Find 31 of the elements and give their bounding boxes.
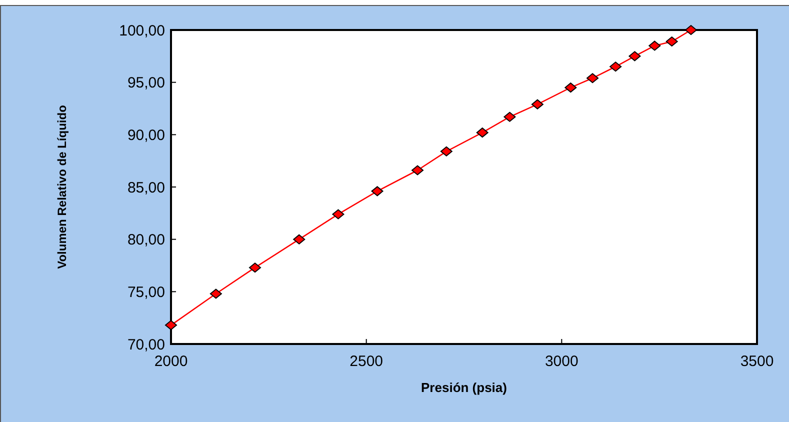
- point: [684, 25, 697, 35]
- point: [371, 186, 384, 196]
- point: [628, 51, 641, 62]
- x-tick-label: 2500: [350, 353, 384, 370]
- point: [248, 262, 261, 273]
- point: [293, 234, 306, 244]
- y-tick-label: 95,00: [127, 74, 165, 92]
- x-tick-label: 3500: [740, 353, 774, 370]
- y-tick-label: 100,00: [119, 22, 165, 40]
- y-tick-label: 90,00: [127, 126, 165, 144]
- point: [412, 165, 424, 176]
- y-tick-label: 75,00: [127, 284, 165, 301]
- y-tick-label: 70,00: [127, 336, 165, 354]
- point: [666, 36, 678, 47]
- point: [332, 209, 344, 220]
- point: [476, 128, 488, 138]
- point: [531, 99, 544, 110]
- point: [504, 112, 516, 122]
- point: [440, 146, 452, 156]
- point: [210, 288, 222, 299]
- point: [648, 40, 661, 51]
- x-tick-label: 2000: [154, 353, 188, 370]
- point: [564, 82, 577, 93]
- x-axis-title: Presión (psia): [421, 380, 507, 395]
- y-tick-label: 80,00: [127, 232, 165, 249]
- y-tick-label: 85,00: [127, 179, 165, 196]
- point: [165, 320, 177, 330]
- x-tick-label: 3000: [544, 353, 578, 370]
- point: [610, 62, 622, 72]
- point: [586, 73, 599, 84]
- y-axis-title: Volumen Relativo de Líquido: [55, 105, 69, 269]
